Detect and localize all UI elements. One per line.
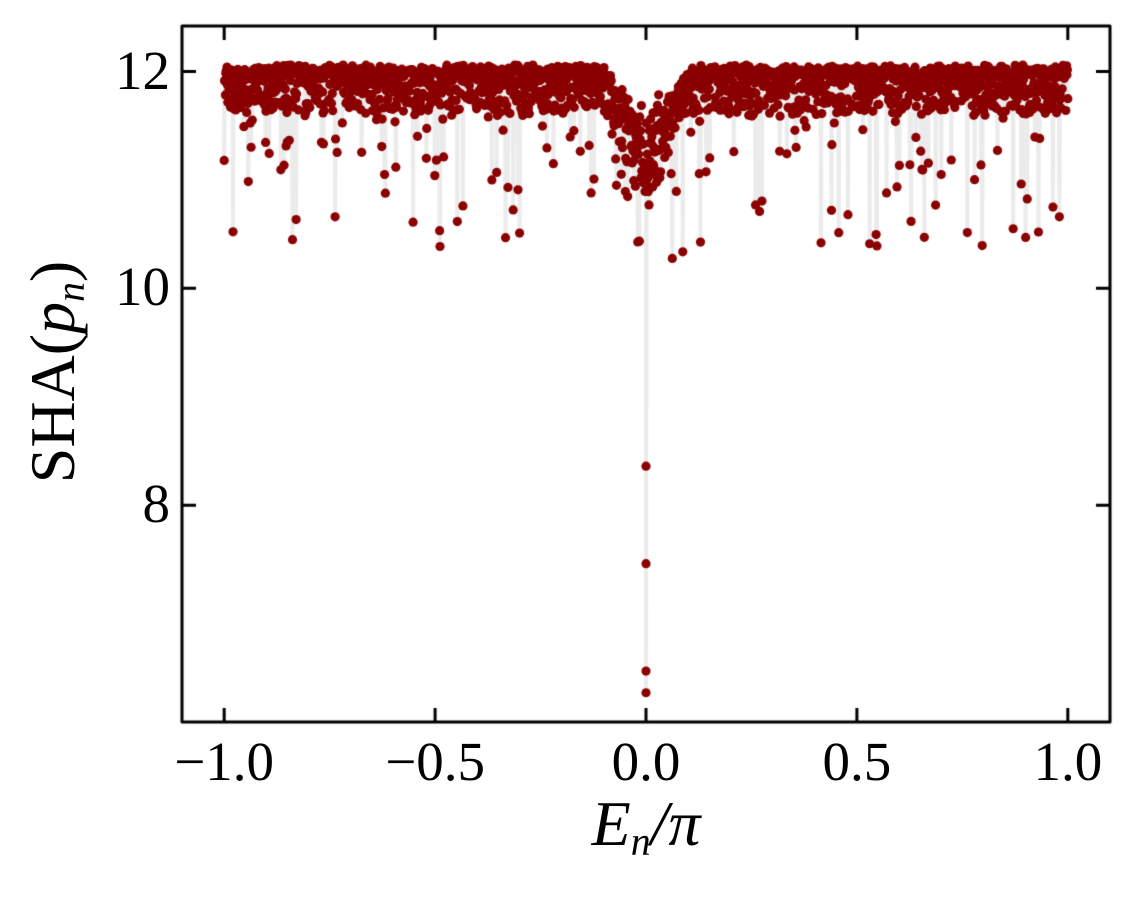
figure: SHA(pn) En/π −1.0 −0.5 0.0 0.5 1.0 8 10 12	[0, 0, 1142, 901]
plot-canvas	[0, 0, 1142, 901]
